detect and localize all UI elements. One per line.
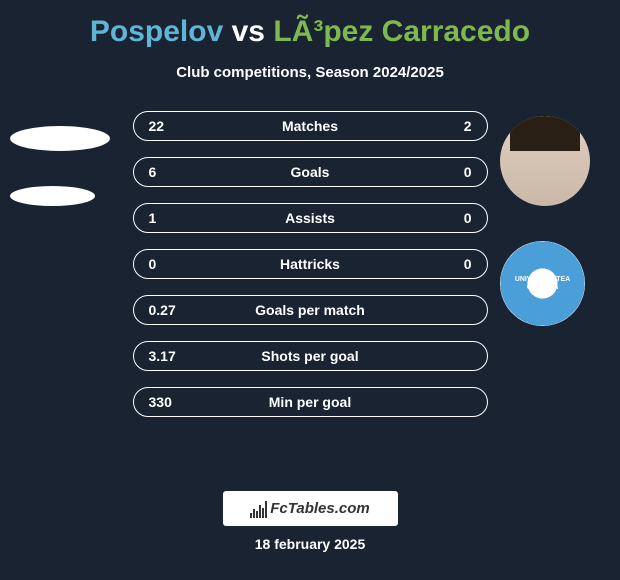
player1-name: Pospelov	[90, 15, 223, 48]
stat-left-value: 3.17	[149, 348, 209, 364]
stat-left-value: 6	[149, 164, 209, 180]
player2-name: LÃ³pez Carracedo	[273, 15, 530, 48]
footer-logo[interactable]: FcTables.com	[223, 491, 398, 526]
player-left-column	[10, 116, 110, 206]
stat-row-matches: 22 Matches 2	[133, 111, 488, 141]
stat-row-goals: 6 Goals 0	[133, 157, 488, 187]
stat-label: Goals	[209, 164, 412, 180]
stat-left-value: 22	[149, 118, 209, 134]
stat-label: Assists	[209, 210, 412, 226]
player1-avatar-placeholder	[10, 126, 110, 151]
player2-badge: UNIVERSITATEA CRAIOVA	[500, 241, 585, 326]
stat-right-value: 2	[412, 118, 472, 134]
footer-date: 18 february 2025	[0, 536, 620, 552]
stats-content: UNIVERSITATEA CRAIOVA 22 Matches 2 6 Goa…	[0, 111, 620, 471]
stat-right-value: 0	[412, 256, 472, 272]
stat-label: Goals per match	[209, 302, 412, 318]
logo-bars-icon	[250, 500, 267, 518]
badge-text-top: UNIVERSITATEA	[515, 276, 570, 284]
stat-row-min-per-goal: 330 Min per goal	[133, 387, 488, 417]
stat-label: Hattricks	[209, 256, 412, 272]
stat-left-value: 0	[149, 256, 209, 272]
badge-text-bottom: CRAIOVA	[515, 284, 570, 292]
stat-row-goals-per-match: 0.27 Goals per match	[133, 295, 488, 325]
title-vs: vs	[232, 15, 265, 48]
player2-avatar	[500, 116, 590, 206]
stat-right-value: 0	[412, 210, 472, 226]
subtitle: Club competitions, Season 2024/2025	[0, 64, 620, 81]
stat-row-assists: 1 Assists 0	[133, 203, 488, 233]
stat-left-value: 1	[149, 210, 209, 226]
stats-area: 22 Matches 2 6 Goals 0 1 Assists 0 0 Hat…	[133, 111, 488, 417]
stat-label: Shots per goal	[209, 348, 412, 364]
stat-left-value: 330	[149, 394, 209, 410]
player1-badge-placeholder	[10, 186, 95, 206]
stat-label: Min per goal	[209, 394, 412, 410]
stat-left-value: 0.27	[149, 302, 209, 318]
stat-right-value: 0	[412, 164, 472, 180]
comparison-title: Pospelov vs LÃ³pez Carracedo	[0, 15, 620, 49]
logo-text: FcTables.com	[270, 500, 369, 517]
stat-label: Matches	[209, 118, 412, 134]
stat-row-shots-per-goal: 3.17 Shots per goal	[133, 341, 488, 371]
stat-row-hattricks: 0 Hattricks 0	[133, 249, 488, 279]
player-right-column: UNIVERSITATEA CRAIOVA	[500, 116, 590, 326]
